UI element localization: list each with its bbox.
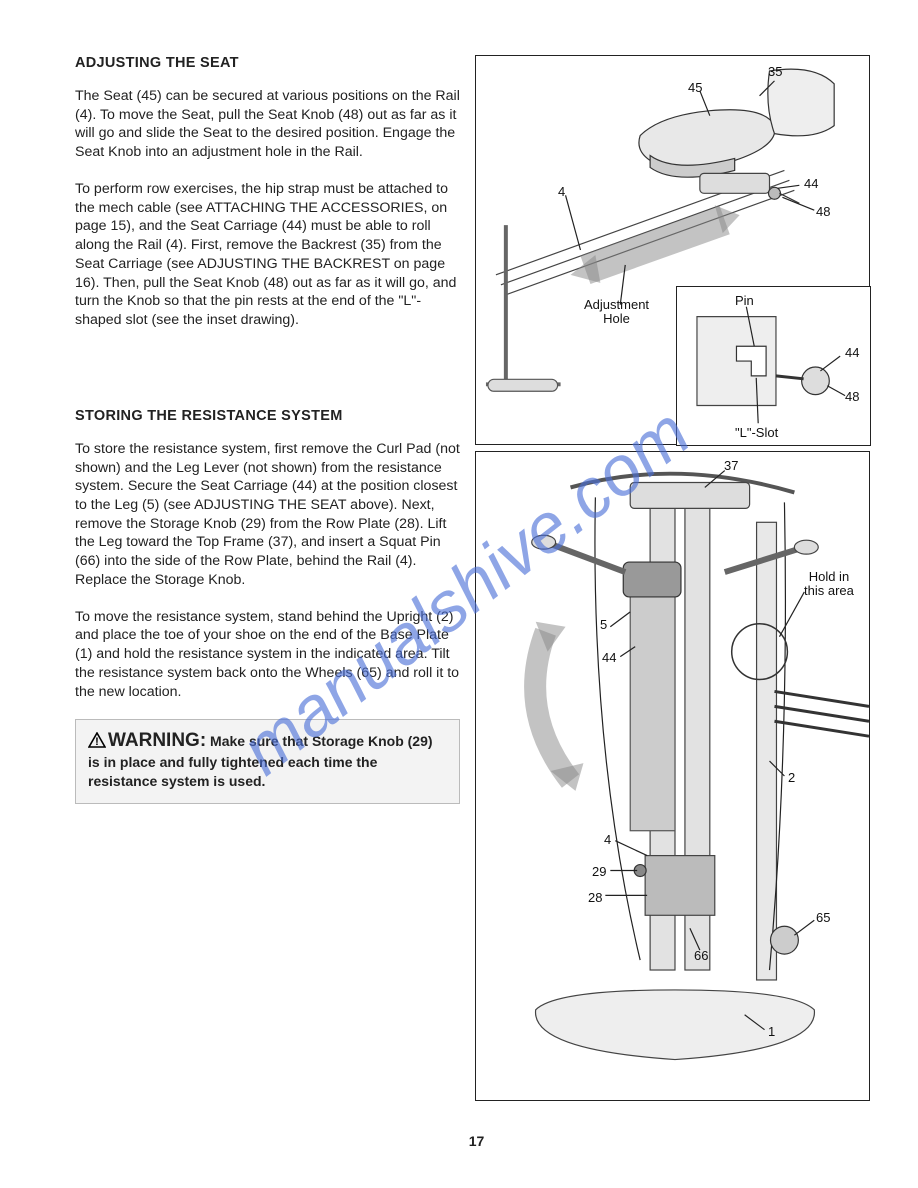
warning-triangle-icon: ! — [88, 732, 106, 753]
para-store-1: To store the resistance system, first re… — [75, 440, 460, 590]
heading-storing: STORING THE RESISTANCE SYSTEM — [75, 408, 460, 424]
label-65: 65 — [816, 910, 830, 925]
figure-storage: 37 Hold in this area 5 44 2 4 29 28 65 6… — [475, 451, 870, 1101]
label-4b: 4 — [604, 832, 611, 847]
label-pin: Pin — [735, 293, 754, 308]
warning-title: WARNING: — [108, 730, 206, 751]
label-37: 37 — [724, 458, 738, 473]
figure-seat-adjustment: Pin "L"-Slot 44 48 35 45 44 48 4 Adjustm… — [475, 55, 870, 445]
storage-diagram-svg — [476, 452, 869, 1100]
label-66: 66 — [694, 948, 708, 963]
figure-column: Pin "L"-Slot 44 48 35 45 44 48 4 Adjustm… — [475, 55, 870, 1105]
text-column: ADJUSTING THE SEAT The Seat (45) can be … — [75, 55, 460, 1105]
label-adjustment-hole: Adjustment Hole — [584, 298, 649, 327]
label-48a: 48 — [816, 204, 830, 219]
label-45: 45 — [688, 80, 702, 95]
inset-lslot: Pin "L"-Slot 44 48 — [676, 286, 871, 446]
para-seat-1: The Seat (45) can be secured at various … — [75, 87, 460, 162]
label-44: 44 — [602, 650, 616, 665]
heading-adjusting-seat: ADJUSTING THE SEAT — [75, 55, 460, 71]
label-29: 29 — [592, 864, 606, 879]
para-store-2: To move the resistance system, stand beh… — [75, 608, 460, 702]
label-lslot: "L"-Slot — [735, 425, 778, 440]
label-35: 35 — [768, 64, 782, 79]
label-4: 4 — [558, 184, 565, 199]
label-48b: 48 — [845, 389, 859, 404]
para-seat-2: To perform row exercises, the hip strap … — [75, 180, 460, 330]
label-44a: 44 — [804, 176, 818, 191]
label-hold: Hold in this area — [804, 570, 854, 599]
label-5: 5 — [600, 617, 607, 632]
page-number: 17 — [75, 1133, 878, 1149]
label-28: 28 — [588, 890, 602, 905]
label-44b: 44 — [845, 345, 859, 360]
warning-box: ! WARNING: Make sure that Storage Knob (… — [75, 719, 460, 804]
svg-text:!: ! — [95, 736, 99, 748]
label-2: 2 — [788, 770, 795, 785]
label-1: 1 — [768, 1024, 775, 1039]
